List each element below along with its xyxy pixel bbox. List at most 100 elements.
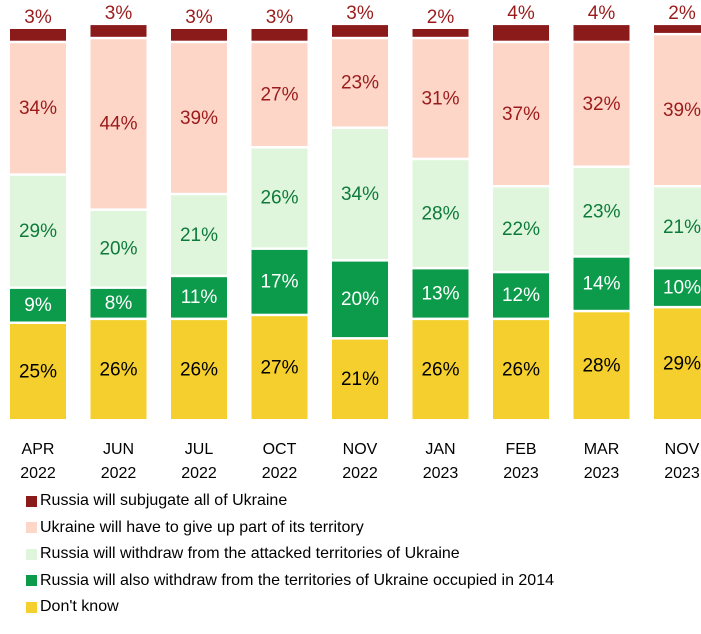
bar-segment xyxy=(412,320,469,419)
legend-label: Ukraine will have to give up part of its… xyxy=(40,518,364,536)
data-label: 22% xyxy=(502,219,540,240)
data-label: 39% xyxy=(663,100,701,121)
bar-segment xyxy=(493,187,549,271)
bar-segment xyxy=(654,187,701,267)
bar-segment xyxy=(412,39,469,158)
category-label: OCT xyxy=(263,441,297,458)
bar-segment xyxy=(332,339,388,419)
bar-segment xyxy=(573,257,630,310)
category-label: 2023 xyxy=(423,465,459,482)
data-label: 28% xyxy=(582,355,620,376)
data-label: 26% xyxy=(502,359,540,380)
data-label: 3% xyxy=(346,3,374,24)
data-label: 4% xyxy=(507,3,535,24)
chart-legend: Russia will subjugate all of Ukraine Ukra… xyxy=(26,488,554,621)
bar-segment xyxy=(573,168,630,256)
data-label: 25% xyxy=(19,361,57,382)
data-label: 27% xyxy=(260,357,298,378)
data-label: 11% xyxy=(181,287,218,308)
legend-item: Russia will also withdraw from the terri… xyxy=(26,568,554,595)
bar-segment xyxy=(251,29,308,41)
category-label: 2022 xyxy=(101,465,137,482)
bar-segment xyxy=(493,43,549,186)
legend-item: Ukraine will have to give up part of its… xyxy=(26,515,554,542)
data-label: 29% xyxy=(19,221,57,242)
category-label: JUL xyxy=(185,441,214,458)
data-label: 4% xyxy=(588,3,616,24)
bar-segment xyxy=(654,308,701,419)
data-label: 26% xyxy=(260,188,298,209)
data-label: 34% xyxy=(341,184,379,205)
bar-segment xyxy=(90,210,147,287)
bar-segment xyxy=(493,320,549,419)
category-label: NOV xyxy=(343,441,378,458)
data-label: 44% xyxy=(99,114,137,135)
data-label: 34% xyxy=(19,98,57,119)
category-label: 2023 xyxy=(664,465,700,482)
bar-segment xyxy=(10,175,66,287)
bar-segment xyxy=(251,43,308,147)
category-label: 2023 xyxy=(584,465,620,482)
bar-segment xyxy=(332,25,388,37)
bar-segment xyxy=(654,269,701,306)
data-label: 27% xyxy=(260,84,298,105)
bar-segment xyxy=(332,261,388,338)
bar-segment xyxy=(10,43,66,174)
legend-swatch xyxy=(26,575,37,587)
category-label: FEB xyxy=(505,441,536,458)
data-label: 3% xyxy=(185,7,213,28)
bar-segment xyxy=(171,43,227,193)
data-label: 37% xyxy=(502,104,540,125)
bar-segment xyxy=(10,288,66,322)
legend-swatch xyxy=(26,548,37,560)
bar-segment xyxy=(573,25,630,41)
bar-segment xyxy=(90,288,147,318)
category-label: MAR xyxy=(584,441,620,458)
bar-segment xyxy=(412,29,469,37)
data-label: 32% xyxy=(582,94,620,115)
legend-label: Russia will also withdraw from the terri… xyxy=(40,571,554,589)
legend-label: Russia will subjugate all of Ukraine xyxy=(40,492,288,510)
bar-segment xyxy=(251,316,308,419)
data-label: 20% xyxy=(99,238,137,259)
category-label: 2022 xyxy=(181,465,217,482)
data-label: 13% xyxy=(421,283,459,304)
bar-segment xyxy=(171,29,227,41)
bar-segment xyxy=(573,312,630,419)
legend-item: Russia will withdraw from the attacked t… xyxy=(26,541,554,568)
bar-segment xyxy=(171,320,227,419)
bar-segment xyxy=(332,129,388,260)
bar-segment xyxy=(90,320,147,419)
bar-segment xyxy=(493,273,549,318)
data-label: 29% xyxy=(663,353,701,374)
bar-segment xyxy=(251,148,308,248)
data-label: 23% xyxy=(341,73,379,94)
category-label: JUN xyxy=(103,441,134,458)
data-label: 14% xyxy=(582,274,620,295)
bar-segment xyxy=(10,324,66,419)
data-label: 9% xyxy=(24,295,52,316)
bar-segment xyxy=(10,29,66,41)
data-label: 26% xyxy=(180,359,218,380)
legend-label: Russia will withdraw from the attacked t… xyxy=(40,545,460,563)
category-label: NOV xyxy=(665,441,700,458)
data-label: 39% xyxy=(180,108,218,129)
data-label: 26% xyxy=(421,359,459,380)
bar-segment xyxy=(332,39,388,127)
category-label: 2022 xyxy=(20,465,56,482)
bar-segment xyxy=(412,160,469,267)
data-label: 2% xyxy=(668,3,696,24)
data-label: 3% xyxy=(266,7,294,28)
data-label: 21% xyxy=(180,225,218,246)
data-label: 21% xyxy=(663,217,701,238)
data-label: 17% xyxy=(260,272,298,293)
category-label: 2022 xyxy=(342,465,378,482)
data-label: 8% xyxy=(105,293,133,314)
legend-label: Don't know xyxy=(40,598,119,616)
bar-segment xyxy=(412,269,469,318)
category-label: 2023 xyxy=(503,465,539,482)
bar-segment xyxy=(654,25,701,33)
bar-segment xyxy=(251,249,308,314)
legend-item: Russia will subjugate all of Ukraine xyxy=(26,488,554,515)
